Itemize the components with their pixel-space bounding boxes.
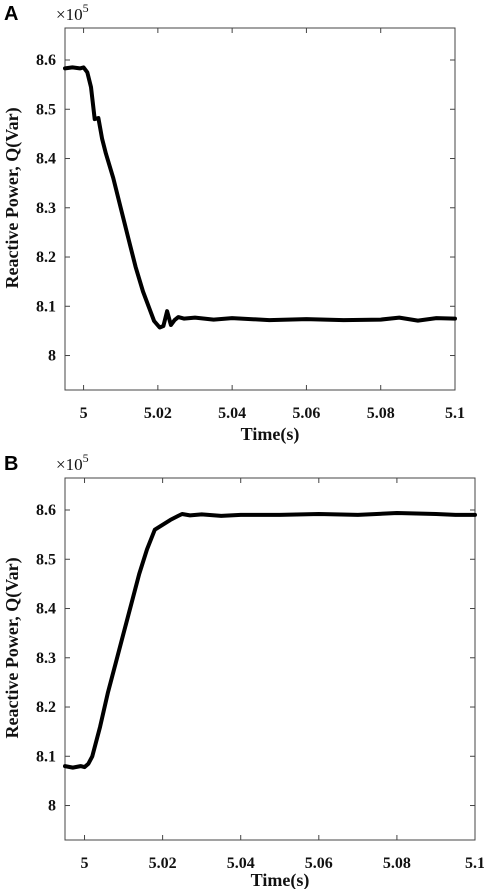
- series-line: [63, 511, 477, 770]
- y-axis-label: Reactive Power, Q(Var): [2, 557, 23, 738]
- x-axis-label: Time(s): [251, 870, 310, 889]
- x-tick-label: 5.1: [465, 855, 484, 872]
- x-tick-label: 5.08: [367, 405, 395, 422]
- y-tick-label: 8: [48, 348, 56, 365]
- plot-frame: [64, 27, 456, 391]
- y-tick-label: 8: [48, 798, 56, 815]
- x-tick-label: 5.02: [149, 855, 177, 872]
- y-tick-label: 8.6: [36, 52, 56, 69]
- x-tick-label: 5.08: [383, 855, 411, 872]
- y-tick-label: 8.3: [36, 650, 56, 667]
- y-tick-label: 8.6: [36, 502, 56, 519]
- plot-frame: [64, 477, 476, 841]
- x-tick-label: 5.04: [218, 405, 246, 422]
- y-tick-label: 8.4: [36, 601, 56, 618]
- panel-letter: A: [4, 3, 18, 25]
- y-tick-label: 8.4: [36, 151, 56, 168]
- y-tick-label: 8.1: [36, 748, 56, 765]
- panel-a: A ×105 8 8.1 8.2 8.3 8.4 8.5 8.6 5 5.02 5.04 5.06 5.0…: [2, 1, 465, 445]
- y-tick-label: 8.3: [36, 200, 56, 217]
- x-axis-label: Time(s): [241, 424, 300, 445]
- x-tick-label: 5.02: [144, 405, 172, 422]
- panel-b: B ×105 8 8.1 8.2 8.3 8.4 8.5 8.6 5 5.02 5.04 5.06 5.0…: [2, 451, 484, 889]
- y-tick-label: 8.2: [36, 699, 56, 716]
- axis-multiplier: ×105: [56, 451, 89, 474]
- axis-multiplier: ×105: [56, 1, 89, 24]
- x-tick-label: 5: [80, 405, 88, 422]
- y-tick-label: 8.5: [36, 551, 56, 568]
- series-line: [63, 65, 457, 330]
- x-tick-label: 5.1: [445, 405, 465, 422]
- y-tick-label: 8.2: [36, 249, 56, 266]
- y-tick-label: 8.1: [36, 298, 56, 315]
- x-tick-label: 5: [81, 855, 89, 872]
- y-axis-label: Reactive Power, Q(Var): [2, 107, 23, 288]
- x-tick-label: 5.06: [305, 855, 333, 872]
- panel-letter: B: [4, 453, 18, 475]
- x-tick-label: 5.04: [227, 855, 255, 872]
- x-tick-label: 5.06: [292, 405, 320, 422]
- y-tick-label: 8.5: [36, 101, 56, 118]
